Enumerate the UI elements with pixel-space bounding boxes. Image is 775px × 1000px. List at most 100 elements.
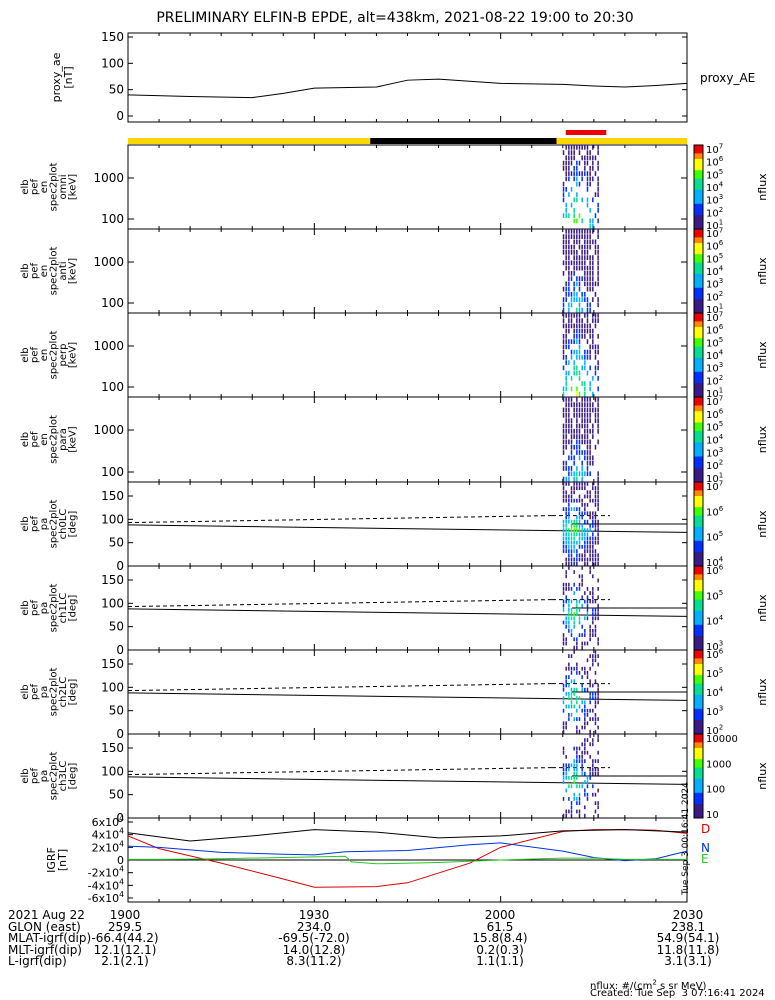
spectrogram-cell: [578, 239, 581, 245]
spectrogram-cell: [594, 771, 597, 776]
spectrogram-cell: [578, 696, 581, 700]
spectrogram-cell: [576, 540, 578, 545]
spectrogram-cell: [581, 763, 583, 768]
spectrogram-cell: [562, 187, 565, 192]
spectrogram-cell: [565, 561, 567, 566]
y-tick-label: 0: [116, 727, 124, 741]
colorbar-step: [694, 781, 703, 785]
colorbar-step: [694, 245, 703, 250]
colorbar-tick-label: 105: [706, 336, 723, 350]
spectrogram-cell: [578, 334, 581, 339]
spectrogram-cell: [586, 603, 589, 608]
spectrogram-cell: [573, 271, 575, 276]
spectrogram-cell: [562, 160, 565, 166]
spectrogram-cell: [586, 302, 589, 308]
spectrogram-cell: [584, 166, 586, 171]
colorbar-label: nflux: [756, 510, 769, 538]
spectrogram-cell: [578, 450, 581, 455]
spectrogram-cell: [589, 545, 591, 549]
spectrogram-cell: [570, 687, 573, 692]
colorbar-step: [694, 257, 703, 261]
y-tick-label: 0: [117, 854, 124, 867]
footer-value: 1930: [298, 908, 330, 922]
colorbar-step: [694, 678, 703, 682]
igrf-legend-N: N: [701, 841, 710, 855]
spectrogram-cell: [573, 692, 575, 696]
spectrogram-cell: [573, 637, 575, 642]
spectrogram-cell: [576, 260, 578, 266]
spectrogram-cell: [589, 176, 591, 182]
spectrogram-cell: [568, 407, 570, 413]
spectrogram-cell: [586, 239, 589, 245]
spectrogram-cell: [565, 213, 567, 218]
spectrogram: [562, 734, 599, 818]
spectrogram-cell: [565, 166, 567, 171]
colorbar-step: [694, 195, 703, 199]
colorbar-step: [694, 801, 703, 805]
colorbar-tick-label: 105: [706, 252, 723, 266]
spectrogram-cell: [589, 624, 591, 629]
spectrogram-cell: [586, 402, 589, 408]
spectrogram-cell: [592, 339, 594, 344]
colorbar-step: [694, 436, 703, 440]
spectrogram-cell: [592, 328, 594, 334]
spectrogram-cell: [584, 292, 586, 297]
spectrogram-cell: [565, 637, 567, 642]
colorbar-step: [694, 338, 703, 342]
spectrogram-cell: [562, 603, 565, 608]
spectrogram-cell: [565, 599, 567, 604]
igrf-total-line: [127, 829, 688, 842]
spectrogram-cell: [568, 654, 570, 658]
spectrogram-cell: [576, 397, 578, 402]
spectrogram-cell: [568, 455, 570, 461]
colorbar-tick-label: 101: [706, 472, 723, 486]
spectrogram-cell: [578, 557, 581, 562]
spectrogram-cell: [565, 704, 567, 709]
colorbar-tick-label: 105: [706, 589, 723, 603]
spectrogram-cell: [597, 244, 599, 250]
footer-value: 2.1(2.1): [101, 954, 149, 968]
spectrogram-cell: [568, 466, 570, 471]
spectrogram-cell: [568, 250, 570, 255]
spectrogram-cell: [568, 566, 570, 570]
spectrogram-cell: [568, 612, 570, 616]
spectrogram-cell: [586, 229, 589, 234]
spectrogram-cell: [568, 213, 570, 218]
spectrogram-cell: [570, 292, 573, 297]
colorbar-step: [694, 433, 703, 438]
colorbar-step: [694, 416, 703, 421]
spectrogram-cell: [562, 234, 565, 239]
spectrogram-cell: [586, 450, 589, 455]
y-tick-label: 150: [101, 657, 124, 671]
spectrogram-cell: [589, 365, 591, 371]
spectrogram-cell: [562, 286, 565, 292]
spectrogram-cell: [589, 654, 591, 658]
colorbar-step: [694, 694, 703, 699]
spectrogram-cell: [589, 302, 591, 308]
spectrogram-cell: [594, 692, 597, 696]
y-tick-label: 100: [101, 56, 124, 70]
spectrogram-cell: [570, 528, 573, 532]
spectrogram-cell: [573, 328, 575, 334]
spectrogram-cell: [578, 519, 581, 524]
colorbar-step: [694, 672, 703, 676]
spectrogram: [562, 313, 599, 397]
spectrogram-cell: [589, 355, 591, 360]
colorbar-step: [694, 243, 703, 247]
ylabel-line: [deg]: [68, 679, 79, 706]
spectrogram-cell: [573, 255, 575, 260]
spectrogram-cell: [584, 271, 586, 276]
spectrogram-cell: [584, 323, 586, 329]
spectrogram-cell: [568, 439, 570, 445]
spectrogram-cell: [573, 313, 575, 318]
spectrogram-cell: [578, 376, 581, 381]
colorbar-tick-label: 102: [706, 206, 723, 220]
colorbar-step: [694, 599, 703, 603]
spectrogram-cell: [570, 428, 573, 434]
colorbar-tick-label: 104: [706, 265, 724, 279]
colorbar-step: [694, 254, 703, 258]
spectrogram-cell: [570, 276, 573, 281]
spectrogram-cell: [592, 239, 594, 245]
spectrogram-cell: [589, 498, 591, 503]
spectrogram-cell: [581, 784, 583, 789]
